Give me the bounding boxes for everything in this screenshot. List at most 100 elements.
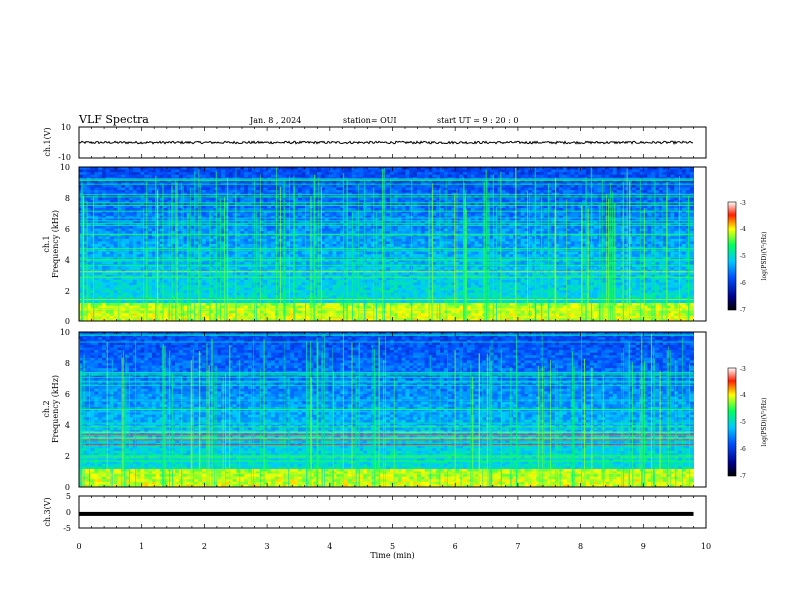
- spectrogram-cell: [182, 205, 188, 209]
- spectrogram-cell: [420, 174, 426, 178]
- spectrogram-cell: [478, 174, 483, 178]
- spectrogram-cell: [451, 208, 456, 212]
- spectrogram-cell: [290, 215, 295, 219]
- spectrogram-cell: [662, 172, 668, 176]
- spectrogram-cell: [171, 241, 176, 245]
- spectrogram-cell: [232, 187, 237, 191]
- spectrogram-cell: [355, 233, 360, 237]
- spectrogram-cell: [562, 238, 568, 242]
- spectrogram-cell: [102, 215, 107, 219]
- spectrogram-cell: [102, 236, 107, 240]
- spectrogram-cell: [489, 215, 495, 219]
- spectrogram-cell: [509, 213, 514, 217]
- spectrogram-cell: [363, 213, 368, 217]
- spectrogram-cell: [601, 205, 606, 209]
- spectrogram-cell: [144, 174, 149, 178]
- spectrogram-cell: [90, 190, 95, 194]
- spectrogram-cell: [163, 215, 168, 219]
- spectrogram-cell: [359, 210, 364, 214]
- spectrogram-cell: [90, 172, 95, 176]
- spectrogram-cell: [301, 179, 307, 183]
- spectrogram-cell: [505, 218, 510, 222]
- spectrogram-cell: [355, 184, 360, 189]
- spectrogram-cell: [582, 213, 587, 217]
- spectrogram-cell: [582, 218, 587, 222]
- spectrogram-cell: [125, 210, 130, 214]
- spectrogram-cell: [113, 213, 118, 217]
- spectrogram-cell: [328, 167, 333, 171]
- spectrogram-cell: [109, 228, 115, 232]
- spectrogram-cell: [432, 241, 437, 245]
- spectrogram-cell: [601, 179, 606, 183]
- spectrogram-cell: [251, 205, 257, 209]
- spectrogram-cell: [578, 184, 583, 189]
- spectrogram-cell: [201, 218, 207, 222]
- spectrogram-cell: [105, 220, 111, 224]
- spectrogram-cell: [401, 244, 406, 248]
- spectrogram-cell: [221, 228, 226, 232]
- spectrogram-cell: [562, 184, 568, 189]
- spectrogram-cell: [274, 228, 280, 232]
- spectrogram-cell: [386, 208, 391, 212]
- spectrogram-cell: [305, 231, 310, 235]
- spectrogram-cell: [643, 187, 648, 191]
- spectrogram-cell: [524, 172, 529, 176]
- spectrogram-cell: [620, 167, 625, 171]
- spectrogram-cell: [90, 174, 95, 178]
- spectrogram-cell: [616, 233, 621, 237]
- spectrogram-cell: [332, 174, 337, 178]
- spectrogram-cell: [651, 226, 656, 230]
- spectrogram-cell: [501, 190, 506, 194]
- spectrogram-cell: [489, 231, 495, 235]
- spectrogram-cell: [459, 210, 464, 214]
- date-label: Jan. 8 , 2024: [249, 116, 301, 125]
- spectrogram-cell: [420, 167, 426, 171]
- spectrogram-cell: [282, 174, 287, 178]
- spectrogram-cell: [616, 218, 621, 222]
- spectrogram-cell: [267, 197, 272, 201]
- spectrogram-cell: [559, 179, 564, 183]
- spectrogram-cell: [263, 208, 268, 212]
- spectrogram-cell: [294, 215, 299, 219]
- spectrogram-cell: [405, 215, 410, 219]
- spectrogram-cell: [271, 200, 276, 204]
- spectrogram-cell: [455, 231, 460, 235]
- spectrogram-cell: [447, 202, 453, 206]
- spectrogram-cell: [90, 205, 95, 209]
- spectrogram-cell: [297, 202, 303, 206]
- spectrogram-cell: [90, 226, 95, 230]
- spectrogram-cell: [635, 236, 641, 240]
- spectrogram-cell: [228, 244, 234, 248]
- spectrogram-cell: [605, 215, 610, 219]
- spectrogram-cell: [359, 167, 364, 171]
- spectrogram-cell: [474, 228, 479, 232]
- spectrogram-cell: [424, 172, 429, 176]
- spectrogram-cell: [643, 226, 648, 230]
- spectrogram-cell: [286, 179, 291, 183]
- spectrogram-cell: [432, 226, 437, 230]
- spectrogram-cell: [121, 167, 126, 171]
- spectrogram-cell: [102, 172, 107, 176]
- spectrogram-cell: [440, 187, 445, 191]
- spectrogram-cell: [297, 184, 303, 189]
- spectrogram-cell: [536, 226, 541, 230]
- spectrogram-cell: [478, 208, 483, 212]
- spectrogram-cell: [451, 236, 456, 240]
- spectrogram-cell: [401, 200, 406, 204]
- spectrogram-cell: [313, 236, 318, 240]
- spectrogram-cell: [251, 169, 257, 173]
- spectrogram-cell: [639, 238, 645, 242]
- spectrogram-cell: [489, 210, 495, 214]
- station-label: station= OUI: [343, 116, 397, 125]
- spectrogram-cell: [294, 169, 299, 173]
- spectrogram-cell: [612, 197, 618, 201]
- spectrogram-cell: [309, 190, 314, 194]
- spectrogram-cell: [497, 190, 502, 194]
- spectrogram-cell: [301, 169, 307, 173]
- spectrogram-cell: [658, 197, 664, 201]
- spectrogram-cell: [294, 218, 299, 222]
- spectrogram-cell: [105, 179, 111, 183]
- spectrogram-cell: [647, 197, 652, 201]
- spectrogram-cell: [286, 169, 291, 173]
- spectrogram-cell: [98, 202, 103, 206]
